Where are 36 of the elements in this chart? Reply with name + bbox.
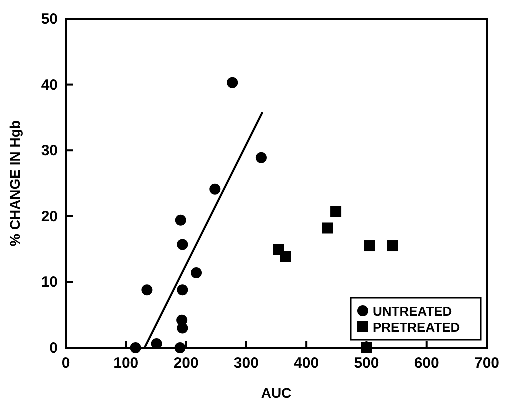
point <box>387 240 398 252</box>
y-tick-label: 10 <box>41 274 58 292</box>
y-tick-label: 0 <box>50 340 58 357</box>
point <box>322 222 334 234</box>
x-axis-title: AUC <box>261 385 292 401</box>
point <box>151 338 162 350</box>
point <box>174 342 186 354</box>
point <box>361 342 372 354</box>
x-tick-label: 700 <box>474 355 500 372</box>
x-tick-label: 600 <box>414 355 440 372</box>
y-tick-label: 50 <box>41 11 58 28</box>
x-tick-label: 500 <box>354 355 380 372</box>
x-tick-label: 100 <box>114 355 139 372</box>
point <box>176 314 188 326</box>
x-tick-label: 300 <box>234 355 259 372</box>
point <box>210 184 221 195</box>
point <box>191 267 202 278</box>
y-axis-title: % CHANGE IN Hgb <box>7 120 23 246</box>
point <box>330 206 342 218</box>
x-tick-label: 400 <box>294 355 320 372</box>
y-tick-label: 30 <box>41 142 58 160</box>
legend-label: UNTREATED <box>373 304 452 319</box>
point <box>142 284 153 296</box>
x-tick-label: 200 <box>174 355 199 372</box>
point <box>256 152 267 164</box>
point <box>177 239 188 250</box>
legend-label: PRETREATED <box>373 320 460 335</box>
point <box>177 284 188 296</box>
point <box>130 342 142 354</box>
point <box>175 214 186 226</box>
y-tick-label: 20 <box>41 208 58 226</box>
point <box>364 240 376 252</box>
x-tick-label: 0 <box>62 355 70 372</box>
point <box>227 77 238 88</box>
point <box>280 251 292 262</box>
y-tick-label: 40 <box>41 76 58 94</box>
